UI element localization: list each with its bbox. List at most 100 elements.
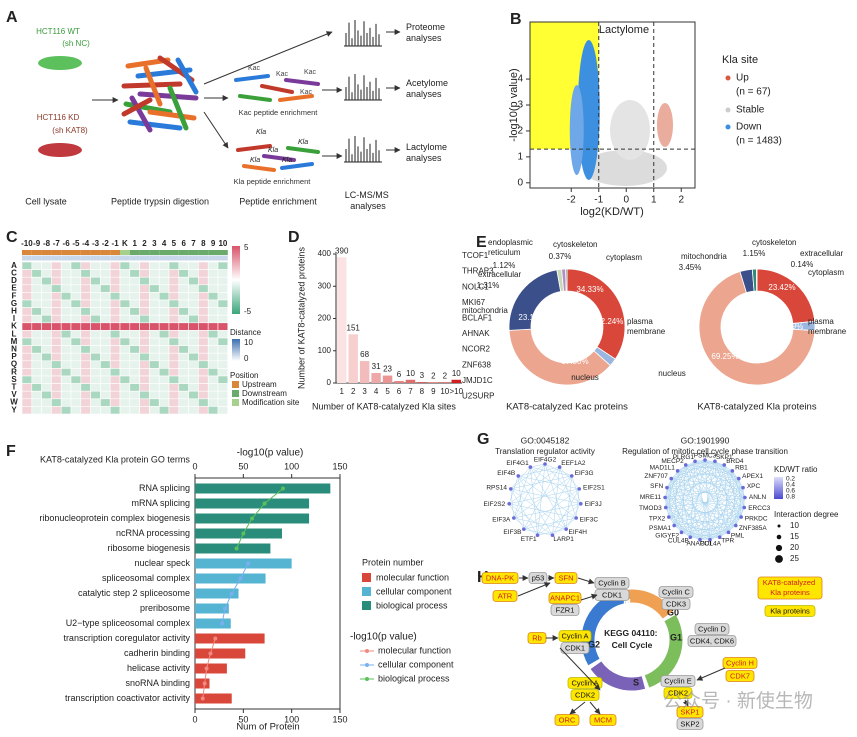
label: KD/WT ratio (774, 465, 818, 474)
heatmap-cell (70, 314, 82, 324)
column-label: -4 (82, 239, 90, 248)
heatmap-cell (207, 307, 219, 316)
heatmap-cell (41, 292, 52, 301)
peptide (127, 119, 183, 131)
heatmap-cell (119, 375, 131, 384)
heatmap-cell (51, 292, 62, 301)
row-label: I (13, 314, 15, 323)
heatmap-cell (70, 360, 82, 369)
distance-band (149, 255, 160, 261)
heatmap-cell (149, 390, 160, 400)
node-label: ZNF707 (644, 473, 668, 480)
node-box (694, 623, 730, 635)
heatmap-cell (100, 276, 111, 286)
label: 0.2 (786, 476, 795, 483)
bar (195, 483, 331, 494)
network-node (669, 476, 674, 481)
heatmap-cell (129, 390, 140, 400)
position-band (51, 250, 62, 255)
heatmap-cell (168, 284, 180, 293)
heatmap-cell (109, 360, 121, 369)
connector (681, 487, 744, 533)
connector (510, 488, 515, 519)
term-label: ribosome biogenesis (107, 543, 190, 553)
node-label: MRE11 (640, 494, 662, 501)
heatmap-cell (109, 368, 121, 377)
heatmap-cell (198, 299, 209, 308)
heatmap-cell (217, 330, 229, 339)
heatmap-cell (198, 307, 209, 316)
heatmap-cell (31, 269, 42, 278)
heatmap-cell (158, 261, 170, 270)
node-box (663, 687, 693, 699)
y-tick-label: 4 (517, 74, 523, 85)
heatmap-cell (109, 330, 121, 339)
heatmap-cell (80, 383, 91, 392)
heatmap-cell (70, 276, 82, 286)
pie-slice (698, 271, 816, 386)
heatmap-cell (51, 276, 62, 286)
network-node (734, 523, 738, 528)
x-axis-label: Num of Protein (236, 722, 299, 733)
heatmap-cell (168, 261, 180, 270)
heatmap-cell (139, 276, 150, 286)
heatmap-cell (109, 406, 121, 415)
connector (518, 466, 560, 477)
heatmap-cell (149, 314, 160, 324)
network-node (672, 523, 676, 528)
heatmap-cell (31, 284, 42, 293)
protein-label: THRAP3 (462, 267, 494, 276)
connector (508, 475, 519, 504)
x2-axis-label: -log10(p value) (237, 448, 304, 459)
pie-slice (508, 328, 611, 386)
node-label: EIF3J (585, 501, 602, 508)
heatmap-cell (21, 307, 33, 316)
bar (405, 379, 416, 383)
heatmap-cell (129, 383, 140, 392)
heatmap-cell (90, 368, 101, 377)
heatmap-cell (90, 292, 101, 301)
label: Kla (282, 157, 292, 164)
node-label: ATR (498, 591, 513, 600)
term-label: helicase activity (127, 663, 191, 673)
heatmap-cell (217, 292, 229, 301)
heatmap-cell (178, 337, 189, 346)
connector (589, 701, 601, 715)
heatmap-cell (188, 307, 199, 316)
heatmap-cell (129, 307, 140, 316)
row-label: R (11, 367, 17, 376)
connector (537, 503, 581, 536)
heatmap-cell (51, 398, 62, 407)
heatmap-cell (119, 269, 131, 278)
column-label: 10 (218, 239, 227, 248)
connector (530, 467, 538, 536)
heatmap-cell (217, 307, 229, 316)
heatmap-cell (158, 299, 170, 308)
x-tick-label: >10 (449, 387, 463, 396)
position-band (71, 250, 81, 255)
heatmap-cell (168, 337, 180, 346)
label: HCT116 KD (37, 113, 80, 122)
connector (666, 487, 675, 526)
node-label: EIF2S1 (583, 484, 605, 491)
bar (359, 361, 370, 383)
row-label: T (12, 383, 17, 392)
connector (665, 507, 691, 538)
heatmap-cell (21, 368, 33, 377)
heatmap-cell (90, 299, 101, 308)
heatmap-cell (129, 314, 140, 324)
heatmap-cell (21, 345, 33, 354)
y-tick-label: 3 (517, 100, 523, 111)
term-label: spliceosomal complex (102, 573, 191, 583)
row-label: H (11, 307, 17, 316)
heatmap-cell (70, 284, 82, 293)
row-label: L (12, 329, 17, 338)
heatmap-cell (70, 261, 82, 270)
heatmap-cell (109, 299, 121, 308)
column-label: 7 (191, 239, 196, 248)
heatmap-cell (60, 375, 72, 384)
chart-title: KAT8-catalyzed Kla proteins (697, 402, 816, 413)
column-label: -1 (112, 239, 120, 248)
network-node (569, 474, 574, 478)
distance-band (139, 255, 150, 261)
